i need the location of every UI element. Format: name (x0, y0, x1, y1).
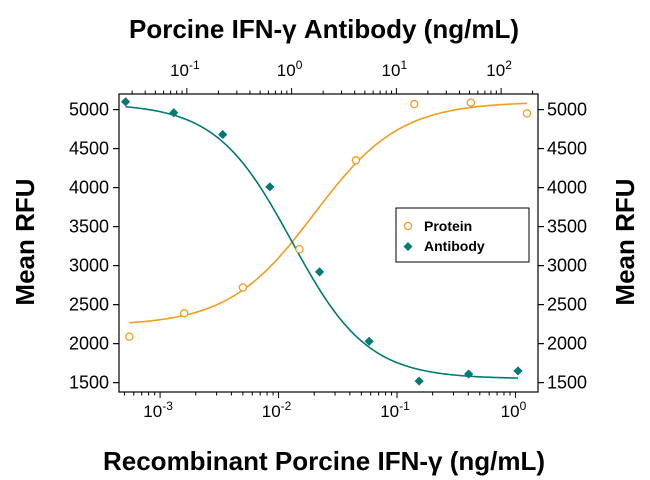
right-axis-title: Mean RFU (610, 178, 640, 305)
left-y-axis: 1500 2000 2500 3000 3500 4000 4500 5000 (69, 100, 119, 393)
y-tick-label-right: 2000 (547, 334, 587, 354)
point-antibody (513, 366, 523, 376)
top-axis-title: Porcine IFN-γ Antibody (ng/mL) (129, 14, 519, 44)
y-tick-label-left: 1500 (69, 373, 109, 393)
point-protein (410, 99, 419, 109)
legend: Protein Antibody (395, 207, 530, 263)
bottom-x-axis: 10-3 10-2 10-1 100 (123, 392, 527, 421)
y-tick-label-right: 5000 (547, 100, 587, 120)
x-top-tick-label: 100 (277, 58, 303, 80)
fit-curves (125, 102, 527, 379)
y-tick-label-left: 3000 (69, 256, 109, 276)
top-x-axis: 10-1 100 101 102 (131, 58, 534, 94)
x-top-tick-label: 10-1 (170, 58, 200, 80)
x-bottom-tick-label: 10-2 (262, 399, 292, 421)
y-tick-label-right: 3000 (547, 256, 587, 276)
legend-protein-marker (403, 221, 413, 231)
y-tick-label-left: 2500 (69, 295, 109, 315)
plot-frame (118, 93, 539, 393)
point-protein (522, 109, 532, 118)
point-antibody (314, 267, 325, 277)
point-protein (295, 244, 304, 254)
point-antibody (218, 129, 228, 140)
point-antibody (464, 369, 474, 379)
y-tick-label-right: 1500 (547, 373, 587, 393)
fit-curve-protein (129, 102, 527, 324)
fit-curve-antibody (125, 105, 519, 379)
y-tick-label-right: 4500 (547, 139, 587, 159)
legend-protein-label: Protein (424, 218, 472, 234)
y-tick-label-left: 4500 (69, 139, 109, 159)
data-points (120, 97, 532, 386)
y-tick-label-right: 4000 (547, 178, 587, 198)
point-protein (238, 283, 248, 292)
y-tick-label-right: 3500 (547, 217, 587, 237)
point-antibody (414, 376, 424, 386)
point-protein (466, 98, 476, 107)
legend-box (395, 207, 530, 263)
point-antibody (265, 182, 275, 192)
y-tick-label-left: 3500 (69, 217, 109, 237)
point-antibody (120, 97, 131, 107)
bottom-axis-title: Recombinant Porcine IFN-γ (ng/mL) (103, 446, 545, 476)
y-tick-label-left: 2000 (69, 334, 109, 354)
x-top-tick-label: 102 (486, 58, 512, 80)
x-bottom-tick-label: 10-1 (380, 399, 410, 421)
y-tick-label-left: 5000 (69, 100, 109, 120)
point-antibody (364, 336, 374, 346)
point-protein (180, 308, 189, 318)
plot-border (118, 93, 539, 393)
x-bottom-tick-label: 10-3 (143, 399, 173, 421)
legend-antibody-label: Antibody (424, 238, 485, 254)
legend-antibody-marker (403, 242, 413, 251)
point-protein (351, 156, 361, 165)
x-top-tick-label: 101 (382, 58, 408, 80)
x-bottom-tick-label: 100 (501, 399, 527, 421)
y-tick-label-right: 2500 (547, 295, 587, 315)
point-protein (125, 332, 134, 341)
point-antibody (169, 108, 179, 118)
right-y-axis: 1500 2000 2500 3000 3500 4000 4500 5000 (538, 100, 587, 393)
left-axis-title: Mean RFU (10, 178, 40, 305)
y-tick-label-left: 4000 (69, 178, 109, 198)
